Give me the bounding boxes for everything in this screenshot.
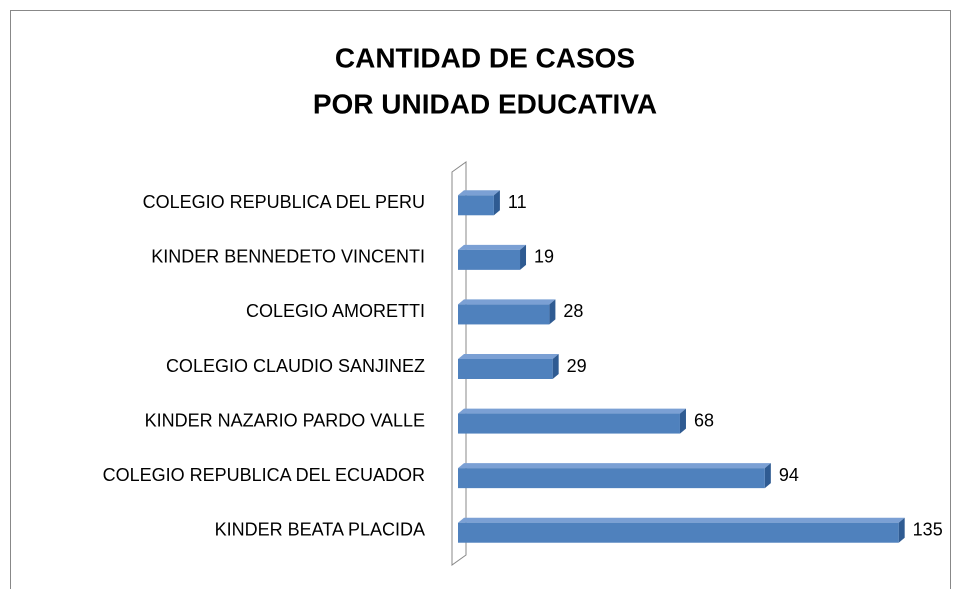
y-tick-label: KINDER NAZARIO PARDO VALLE	[145, 410, 425, 430]
bar-front	[458, 522, 899, 543]
data-label: 28	[563, 301, 583, 321]
bar	[458, 408, 686, 434]
y-tick-label: COLEGIO REPUBLICA DEL ECUADOR	[103, 465, 425, 485]
data-label: 11	[508, 192, 527, 212]
bar-top	[458, 244, 527, 250]
y-tick-label: KINDER BEATA PLACIDA	[215, 519, 425, 539]
bar-top	[458, 408, 686, 414]
bar	[458, 299, 556, 325]
bar	[458, 354, 559, 379]
bar	[458, 517, 905, 543]
bar-side	[549, 299, 556, 325]
y-tick-label: COLEGIO REPUBLICA DEL PERU	[143, 192, 425, 212]
bar-side	[898, 517, 905, 543]
chart-title: POR UNIDAD EDUCATIVA	[313, 88, 657, 119]
bar-top	[458, 190, 500, 196]
data-label: 29	[567, 356, 587, 376]
bar-top	[458, 517, 905, 523]
bar	[458, 190, 500, 216]
bar-side	[679, 408, 686, 434]
bar-side	[764, 463, 771, 489]
bar	[458, 244, 527, 270]
bar-front	[458, 304, 550, 325]
bar-side	[493, 190, 500, 216]
bar-front	[458, 468, 765, 489]
bar	[458, 463, 771, 489]
bar-top	[458, 463, 771, 469]
data-label: 135	[913, 519, 943, 539]
y-tick-label: KINDER BENNEDETO VINCENTI	[151, 247, 425, 267]
bar-side	[552, 354, 559, 379]
chart-title: CANTIDAD DE CASOS	[335, 42, 635, 73]
data-label: 19	[534, 247, 554, 267]
data-label: 94	[779, 465, 799, 485]
y-tick-label: COLEGIO CLAUDIO SANJINEZ	[166, 356, 425, 376]
bar-front	[458, 359, 553, 379]
bar-front	[458, 413, 680, 434]
bar-top	[458, 299, 556, 305]
data-label: 68	[694, 410, 714, 430]
bar-top	[458, 354, 559, 359]
bar-front	[458, 249, 521, 270]
bar-front	[458, 195, 494, 216]
y-tick-label: COLEGIO AMORETTI	[246, 301, 425, 321]
bar-side	[520, 244, 527, 270]
